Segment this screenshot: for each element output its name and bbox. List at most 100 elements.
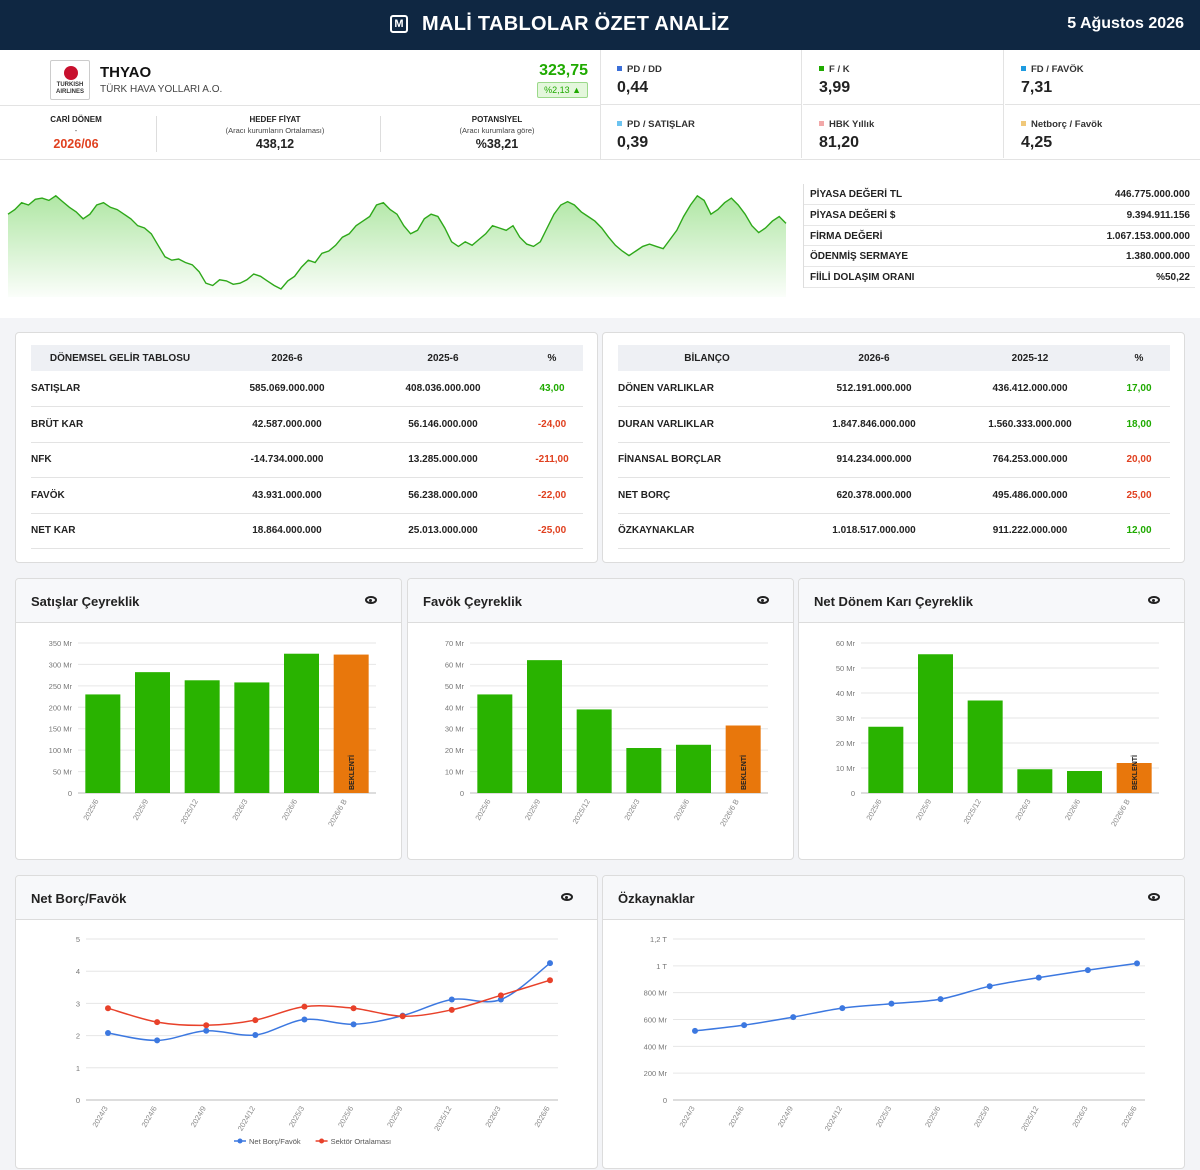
bar[interactable] xyxy=(184,680,220,793)
y-tick-label: 50 Mr xyxy=(53,768,73,777)
data-point[interactable] xyxy=(154,1019,161,1026)
balance-sheet-panel: BİLANÇO 2026-6 2025-12% DÖNEN VARLIKLAR 512.… xyxy=(602,332,1185,563)
data-point[interactable] xyxy=(547,960,553,967)
data-point[interactable] xyxy=(692,1027,698,1034)
y-tick-label: 200 Mr xyxy=(49,703,73,712)
x-tick-label: 2024/3 xyxy=(677,1105,696,1129)
data-point[interactable] xyxy=(1134,960,1140,967)
table-row: FAVÖK 43.931.000.000 56.238.000.000 -22,00 xyxy=(31,477,583,514)
data-point[interactable] xyxy=(203,1027,210,1034)
favok-bar-chart: 0 10 Mr 20 Mr 30 Mr 40 Mr 50 Mr 60 Mr 70 Mr 2025… xyxy=(445,639,768,828)
current-period-value: 2026/06 xyxy=(53,137,99,151)
panel-header xyxy=(603,876,1184,920)
bar[interactable] xyxy=(676,744,711,793)
data-point[interactable] xyxy=(497,996,504,1003)
data-point[interactable] xyxy=(547,977,553,984)
y-tick-label: 3 xyxy=(76,999,80,1008)
income-statement-table: DÖNEMSEL GELİR TABLOSU 2026-6 2025-6% SATIŞ… xyxy=(31,345,583,549)
bar[interactable] xyxy=(868,726,904,793)
y-tick-label: 50 Mr xyxy=(836,664,856,673)
data-point[interactable] xyxy=(839,1005,846,1012)
data-point[interactable] xyxy=(105,1030,111,1037)
data-point[interactable] xyxy=(448,996,455,1003)
ratio-value: 3,99 xyxy=(819,79,851,96)
bar[interactable] xyxy=(918,654,953,793)
data-point[interactable] xyxy=(350,1021,357,1028)
data-point[interactable] xyxy=(1084,967,1091,974)
bar[interactable] xyxy=(527,660,562,793)
bar[interactable] xyxy=(1017,769,1053,793)
ratio-label: F / K xyxy=(819,64,850,75)
data-point[interactable] xyxy=(399,1013,406,1020)
bar[interactable] xyxy=(135,672,170,793)
bar[interactable] xyxy=(333,654,369,793)
bar[interactable] xyxy=(234,682,270,793)
data-point[interactable] xyxy=(203,1022,210,1029)
table-cell: 25.013.000.000 xyxy=(365,513,521,549)
ratio-value: 7,31 xyxy=(1021,79,1053,96)
bar[interactable] xyxy=(1067,771,1102,793)
data-point[interactable] xyxy=(154,1037,161,1044)
x-tick-label: 2024/3 xyxy=(90,1105,109,1129)
x-tick-label: 2026/6 xyxy=(532,1105,551,1129)
table-cell: DURAN VARLIKLAR xyxy=(618,406,796,443)
price-change-badge: %2,13 ▲ xyxy=(537,82,588,98)
table-cell: NET BORÇ xyxy=(618,477,796,514)
potential-label: POTANSİYEL xyxy=(471,115,523,124)
data-point[interactable] xyxy=(252,1017,259,1024)
report-date: 5 Ağustos 2026 xyxy=(1067,15,1184,32)
data-point[interactable] xyxy=(986,983,993,990)
data-point[interactable] xyxy=(448,1006,455,1013)
eye-icon[interactable] xyxy=(561,893,573,901)
data-point[interactable] xyxy=(790,1014,797,1021)
table-header-row: DÖNEMSEL GELİR TABLOSU 2026-6 2025-6% xyxy=(31,345,583,371)
x-tick-label: 2026/3 xyxy=(230,798,249,822)
legend-label[interactable]: Sektör Ortalaması xyxy=(331,1137,391,1146)
x-tick-label: 2025/6 xyxy=(864,798,883,822)
data-point[interactable] xyxy=(888,1000,895,1007)
eye-icon[interactable] xyxy=(365,596,377,604)
eye-icon[interactable] xyxy=(1148,893,1160,901)
chart-panel-favok: Favök Çeyreklik 0 10 Mr 20 Mr 30 Mr 40 Mr 50 … xyxy=(407,578,794,860)
bar[interactable] xyxy=(725,725,761,794)
data-point[interactable] xyxy=(252,1031,259,1038)
bird-logo-icon xyxy=(64,66,78,80)
legend-dot-icon xyxy=(617,121,622,126)
bar[interactable] xyxy=(576,709,612,793)
legend-dot-icon xyxy=(319,1138,325,1144)
table-header-cell: % xyxy=(521,345,583,371)
x-tick-label: 2025/6 xyxy=(473,798,492,822)
bar[interactable] xyxy=(284,653,319,793)
eye-icon[interactable] xyxy=(757,596,769,604)
data-point[interactable] xyxy=(1035,974,1042,981)
x-tick-label: 2025/9 xyxy=(385,1105,404,1129)
legend-label[interactable]: Net Borç/Favök xyxy=(249,1137,301,1146)
table-row: NET KAR 18.864.000.000 25.013.000.000 -25,0… xyxy=(31,513,583,549)
data-point[interactable] xyxy=(105,1005,111,1012)
eye-icon[interactable] xyxy=(1148,596,1160,604)
bar[interactable] xyxy=(1116,763,1152,793)
bar[interactable] xyxy=(85,694,121,793)
data-point[interactable] xyxy=(301,1016,308,1023)
y-tick-label: 150 Mr xyxy=(49,725,73,734)
bar[interactable] xyxy=(626,748,662,793)
data-point[interactable] xyxy=(350,1005,357,1012)
sparkline-area xyxy=(8,195,786,297)
table-row: DÖNEN VARLIKLAR 512.191.000.000 436.412.00… xyxy=(618,371,1170,407)
panel-header xyxy=(16,579,401,623)
data-point[interactable] xyxy=(497,992,504,999)
y-tick-label: 1 T xyxy=(656,962,667,971)
ratio-label-text: PD / SATIŞLAR xyxy=(627,119,695,130)
table-row: BRÜT KAR 42.587.000.000 56.146.000.000 -24,… xyxy=(31,406,583,443)
potential-sub: (Aracı kurumlara göre) xyxy=(459,126,535,135)
x-tick-label: 2026/3 xyxy=(622,798,641,822)
data-point[interactable] xyxy=(937,996,944,1003)
data-point[interactable] xyxy=(301,1003,308,1010)
table-cell: 1.018.517.000.000 xyxy=(796,513,952,549)
bar[interactable] xyxy=(477,694,513,793)
table-cell: BRÜT KAR xyxy=(31,406,209,443)
series-line xyxy=(694,962,1138,1032)
table-cell: 764.253.000.000 xyxy=(952,442,1108,478)
bar[interactable] xyxy=(967,700,1003,794)
data-point[interactable] xyxy=(741,1022,748,1029)
